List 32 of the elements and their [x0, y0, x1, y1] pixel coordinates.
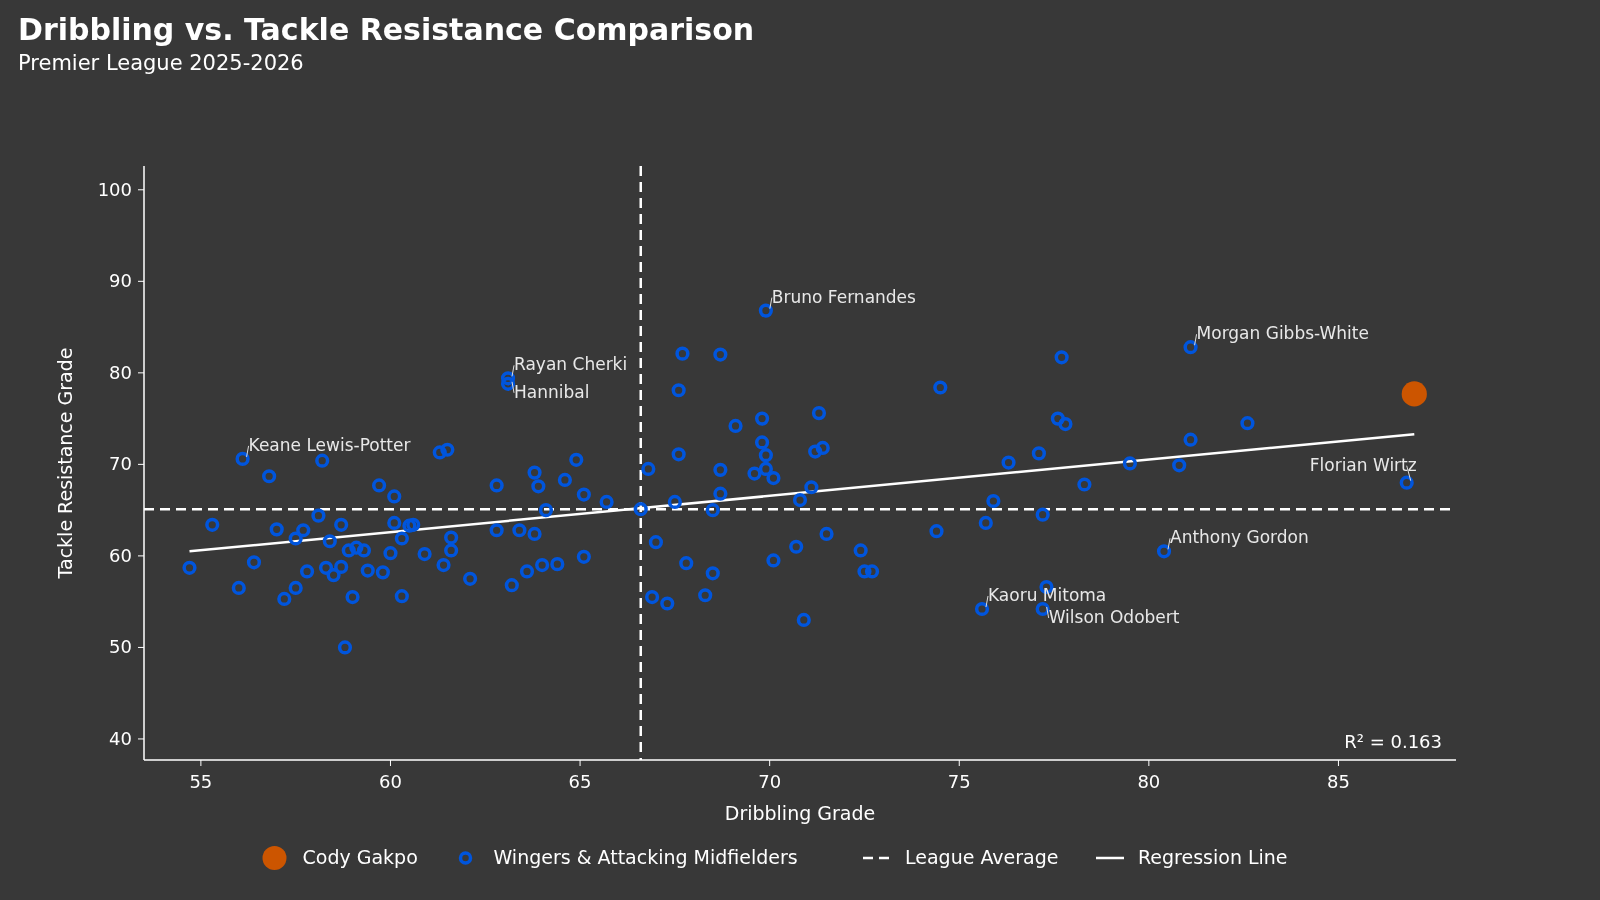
- x-tick-label: 85: [1327, 771, 1350, 792]
- annotation: R² = 0.163: [1344, 731, 1442, 752]
- legend-label: League Average: [905, 846, 1059, 868]
- x-tick-label: 75: [947, 771, 971, 792]
- legend-label: Wingers & Attacking Midfielders: [493, 846, 798, 868]
- legend-label: Regression Line: [1138, 846, 1288, 868]
- annotation: Keane Lewis-Potter: [248, 434, 411, 455]
- x-axis-title: Dribbling Grade: [724, 802, 876, 824]
- annotation: Anthony Gordon: [1170, 527, 1309, 548]
- x-tick-label: 60: [379, 771, 402, 792]
- y-tick-label: 100: [97, 178, 132, 200]
- x-tick-label: 80: [1137, 771, 1161, 792]
- y-tick-label: 80: [109, 361, 132, 383]
- chart-subtitle: Premier League 2025-2026: [18, 51, 304, 75]
- annotation: Rayan Cherki: [514, 354, 628, 375]
- y-tick-label: 60: [109, 544, 132, 566]
- y-tick-label: 40: [109, 727, 132, 749]
- y-tick-label: 90: [109, 270, 132, 292]
- annotation: Bruno Fernandes: [771, 286, 917, 307]
- annotation: Florian Wirtz: [1309, 454, 1417, 475]
- annotation: Kaoru Mitoma: [988, 584, 1107, 605]
- annotation: Hannibal: [514, 381, 590, 402]
- annotation: Morgan Gibbs-White: [1196, 323, 1369, 344]
- x-tick-label: 70: [758, 771, 782, 792]
- y-tick-label: 70: [109, 453, 132, 475]
- chart-title: Dribbling vs. Tackle Resistance Comparison: [18, 12, 755, 47]
- annotation: Wilson Odobert: [1048, 606, 1180, 627]
- y-tick-label: 50: [109, 636, 132, 658]
- x-tick-label: 55: [189, 771, 213, 792]
- legend-label: Cody Gakpo: [302, 846, 418, 868]
- x-tick-label: 65: [568, 771, 592, 792]
- y-axis-title: Tackle Resistance Grade: [54, 347, 76, 580]
